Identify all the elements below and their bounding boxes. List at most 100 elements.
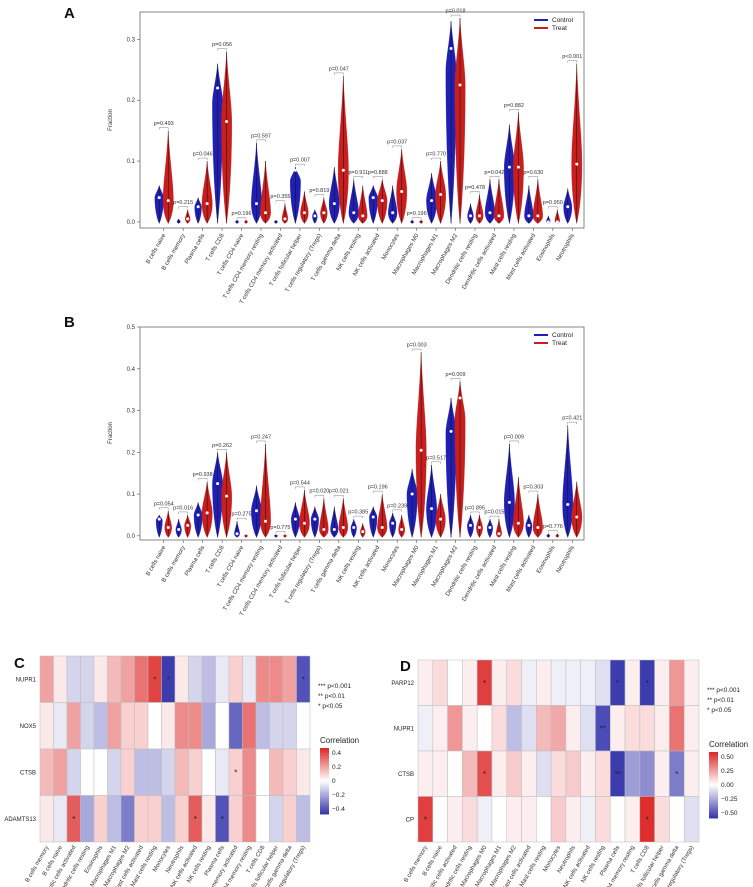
colorbar-step	[709, 813, 718, 817]
p-value-label: p=0.196	[368, 485, 388, 491]
row-label: CTSB	[20, 770, 36, 776]
heatmap-cell	[255, 655, 270, 703]
colorbar-tick-label: 0.4	[332, 750, 341, 757]
p-value-label: p=0.009	[446, 372, 466, 378]
p-bracket	[275, 200, 286, 203]
heatmap-cell	[550, 796, 567, 843]
colorbar-step	[320, 796, 329, 800]
heatmap-cell	[491, 750, 507, 797]
p-value-label: p=0.016	[173, 505, 193, 511]
heatmap-cell	[120, 748, 135, 796]
median-point	[439, 517, 443, 521]
x-tick-label: T cells CD4 memory resting	[223, 233, 265, 300]
median-point	[361, 530, 365, 534]
p-value-label: p=0.196	[232, 211, 252, 217]
colorbar-step	[709, 811, 718, 815]
heatmap-cell	[580, 659, 596, 706]
row-label: CP	[406, 817, 414, 823]
y-tick-label: 0.0	[127, 220, 136, 226]
heatmap-cell	[282, 702, 297, 750]
heatmap-cell	[66, 655, 81, 703]
cell-star: *	[221, 815, 224, 824]
heatmap-cell	[147, 748, 162, 796]
cell-star: **	[600, 724, 606, 733]
heatmap-cell	[269, 748, 284, 796]
heatmap-cell	[654, 796, 670, 843]
x-tick-label: T cells CD4 memory resting	[223, 545, 265, 612]
colorbar-step	[709, 763, 718, 766]
cell-star: **	[615, 770, 621, 779]
heatmap-cell	[296, 795, 311, 843]
p-value-label: p=0.275	[232, 512, 252, 518]
heatmap-cell	[174, 748, 189, 796]
significance-legend-item: *** p<0.001	[318, 683, 351, 690]
x-tick-label: Neutrophils	[556, 545, 576, 574]
median-point	[439, 193, 443, 197]
heatmap-cell	[536, 750, 552, 797]
heatmap-cell	[255, 795, 270, 843]
colorbar-step	[320, 792, 329, 795]
colorbar-step	[320, 754, 329, 758]
heatmap-cell	[447, 705, 463, 752]
p-value-label: p=0.770	[426, 152, 446, 158]
heatmap-cell	[432, 659, 448, 706]
y-tick-label: 0.1	[127, 492, 136, 498]
significance-legend-item: ** p<0.01	[318, 693, 345, 700]
median-point	[322, 528, 326, 532]
x-tick-label: Plasma cells	[184, 545, 206, 577]
heatmap-cell	[228, 795, 243, 843]
median-point	[341, 525, 345, 529]
median-point	[186, 217, 190, 221]
y-tick-label: 0.5	[127, 325, 136, 331]
median-point	[458, 83, 462, 87]
x-tick-label: Plasma cells	[184, 233, 206, 265]
heatmap-cell	[255, 748, 270, 796]
median-point	[302, 521, 306, 525]
colorbar-tick-label: 0	[332, 778, 336, 785]
p-value-label: p=0.888	[368, 170, 388, 176]
heatmap-cell	[174, 702, 189, 750]
p-bracket	[314, 194, 325, 197]
p-bracket	[373, 490, 383, 494]
heatmap-cell	[417, 705, 434, 752]
heatmap-cell	[447, 750, 463, 797]
median-point	[449, 47, 453, 51]
heatmap-cell	[550, 659, 567, 706]
violin-panel-B: B 0.0 0.1 0.2 0.3 0.4 0.5 Fraction p=0.054 B cell…	[64, 314, 585, 617]
y-tick-label: 0.2	[127, 450, 136, 456]
y-tick-label: 0.0	[127, 534, 136, 540]
colorbar-tick-label: −0.25	[721, 796, 738, 803]
median-point	[255, 509, 258, 513]
x-tick-label: B cells naive	[145, 544, 167, 577]
cell-star: *	[234, 768, 237, 777]
colorbar-step	[320, 778, 329, 782]
colorbar-step	[320, 800, 329, 804]
x-tick-label: T cells CD8	[205, 544, 226, 574]
heatmap-cell	[417, 659, 434, 706]
cell-star: *	[72, 815, 75, 824]
heatmap-cell	[242, 795, 257, 843]
heatmap-cell	[683, 796, 700, 843]
plot-frame	[139, 326, 585, 541]
median-point	[177, 528, 181, 532]
median-point	[361, 214, 365, 218]
p-bracket	[217, 48, 227, 51]
heatmap-cell	[595, 750, 611, 797]
cell-star: *	[675, 770, 678, 779]
heatmap-cell	[521, 750, 537, 797]
heatmap-cell	[269, 702, 284, 750]
heatmap-cell	[228, 702, 243, 750]
median-point	[566, 205, 570, 209]
median-point	[458, 396, 462, 400]
heatmap-cell	[462, 750, 478, 797]
median-point	[205, 202, 209, 206]
colorbar-step	[709, 809, 718, 812]
violin-panel-A: A 0.0 0.1 0.2 0.3 Fraction p=0.493 B cells naiv…	[64, 5, 585, 305]
x-tick-label: Eosinophils	[536, 545, 557, 575]
median-point	[497, 532, 501, 536]
heatmap-cell	[80, 748, 95, 796]
p-value-label: p=0.775	[270, 525, 290, 531]
heatmap-cell	[161, 795, 176, 843]
median-point	[488, 525, 492, 529]
